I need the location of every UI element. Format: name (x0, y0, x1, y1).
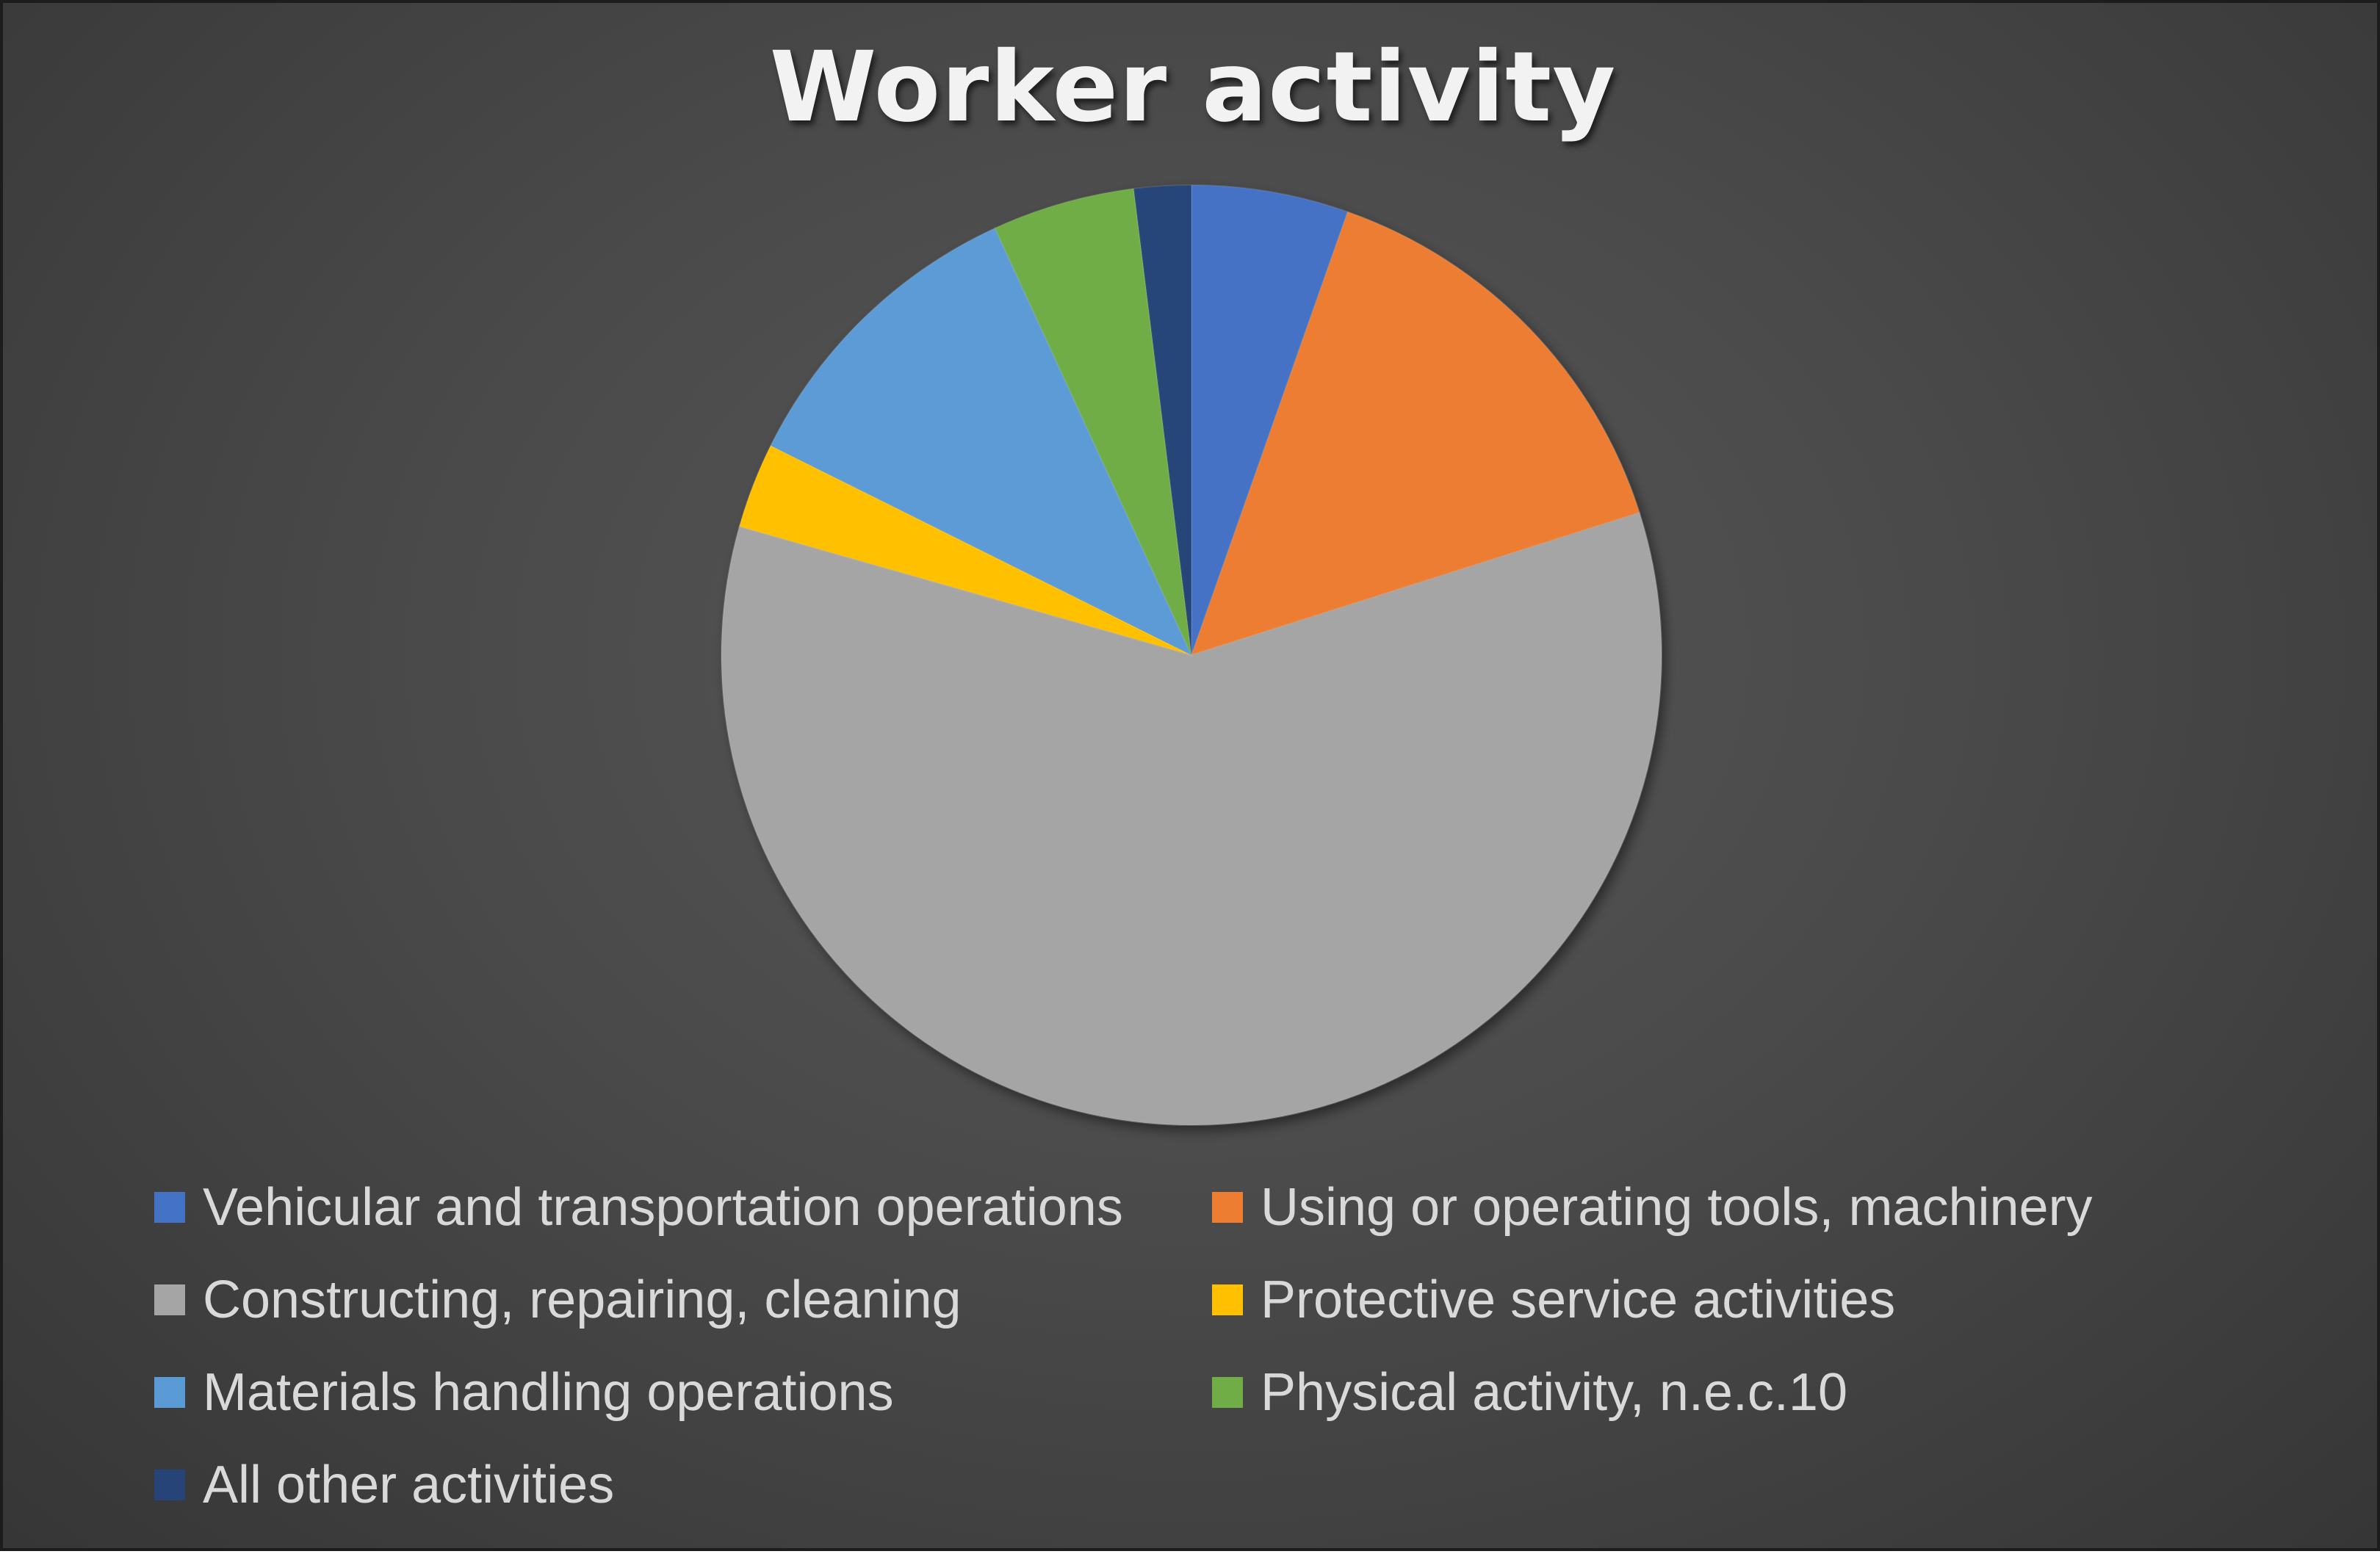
pie-slice-2 (1190, 211, 1641, 657)
legend-item-constructing: Constructing, repairing, cleaning (154, 1263, 962, 1337)
legend-swatch (1212, 1377, 1243, 1408)
chart-title: Worker activity (769, 31, 1617, 144)
legend-label: All other activities (203, 1456, 615, 1514)
legend-item-other: All other activities (154, 1448, 614, 1522)
pie-slice-1 (1191, 184, 1349, 656)
legend-label: Materials handling operations (203, 1363, 894, 1422)
legend-label: Physical activity, n.e.c.10 (1261, 1363, 1847, 1422)
legend-label: Protective service activities (1261, 1271, 1896, 1329)
legend-item-protective: Protective service activities (1212, 1263, 1895, 1337)
legend-label: Using or operating tools, machinery (1261, 1178, 2093, 1237)
legend-swatch (154, 1284, 185, 1315)
legend-swatch (154, 1470, 185, 1500)
legend-swatch (1212, 1284, 1243, 1315)
legend-item-tools: Using or operating tools, machinery (1212, 1171, 2093, 1244)
legend-swatch (1212, 1192, 1243, 1223)
legend-label: Constructing, repairing, cleaning (203, 1271, 962, 1329)
legend-swatch (154, 1377, 185, 1408)
legend-label: Vehicular and transportation operations (203, 1178, 1123, 1237)
pie-chart (721, 184, 1662, 1126)
pie-slice-7 (1133, 184, 1192, 656)
legend-swatch (154, 1192, 185, 1223)
legend-item-vehicular: Vehicular and transportation operations (154, 1171, 1123, 1244)
legend-item-physical: Physical activity, n.e.c.10 (1212, 1356, 1847, 1429)
pie-slice-3 (721, 511, 1662, 1126)
pie-slice-5 (769, 227, 1194, 657)
pie-slice-6 (994, 187, 1192, 656)
legend-item-materials: Materials handling operations (154, 1356, 894, 1429)
